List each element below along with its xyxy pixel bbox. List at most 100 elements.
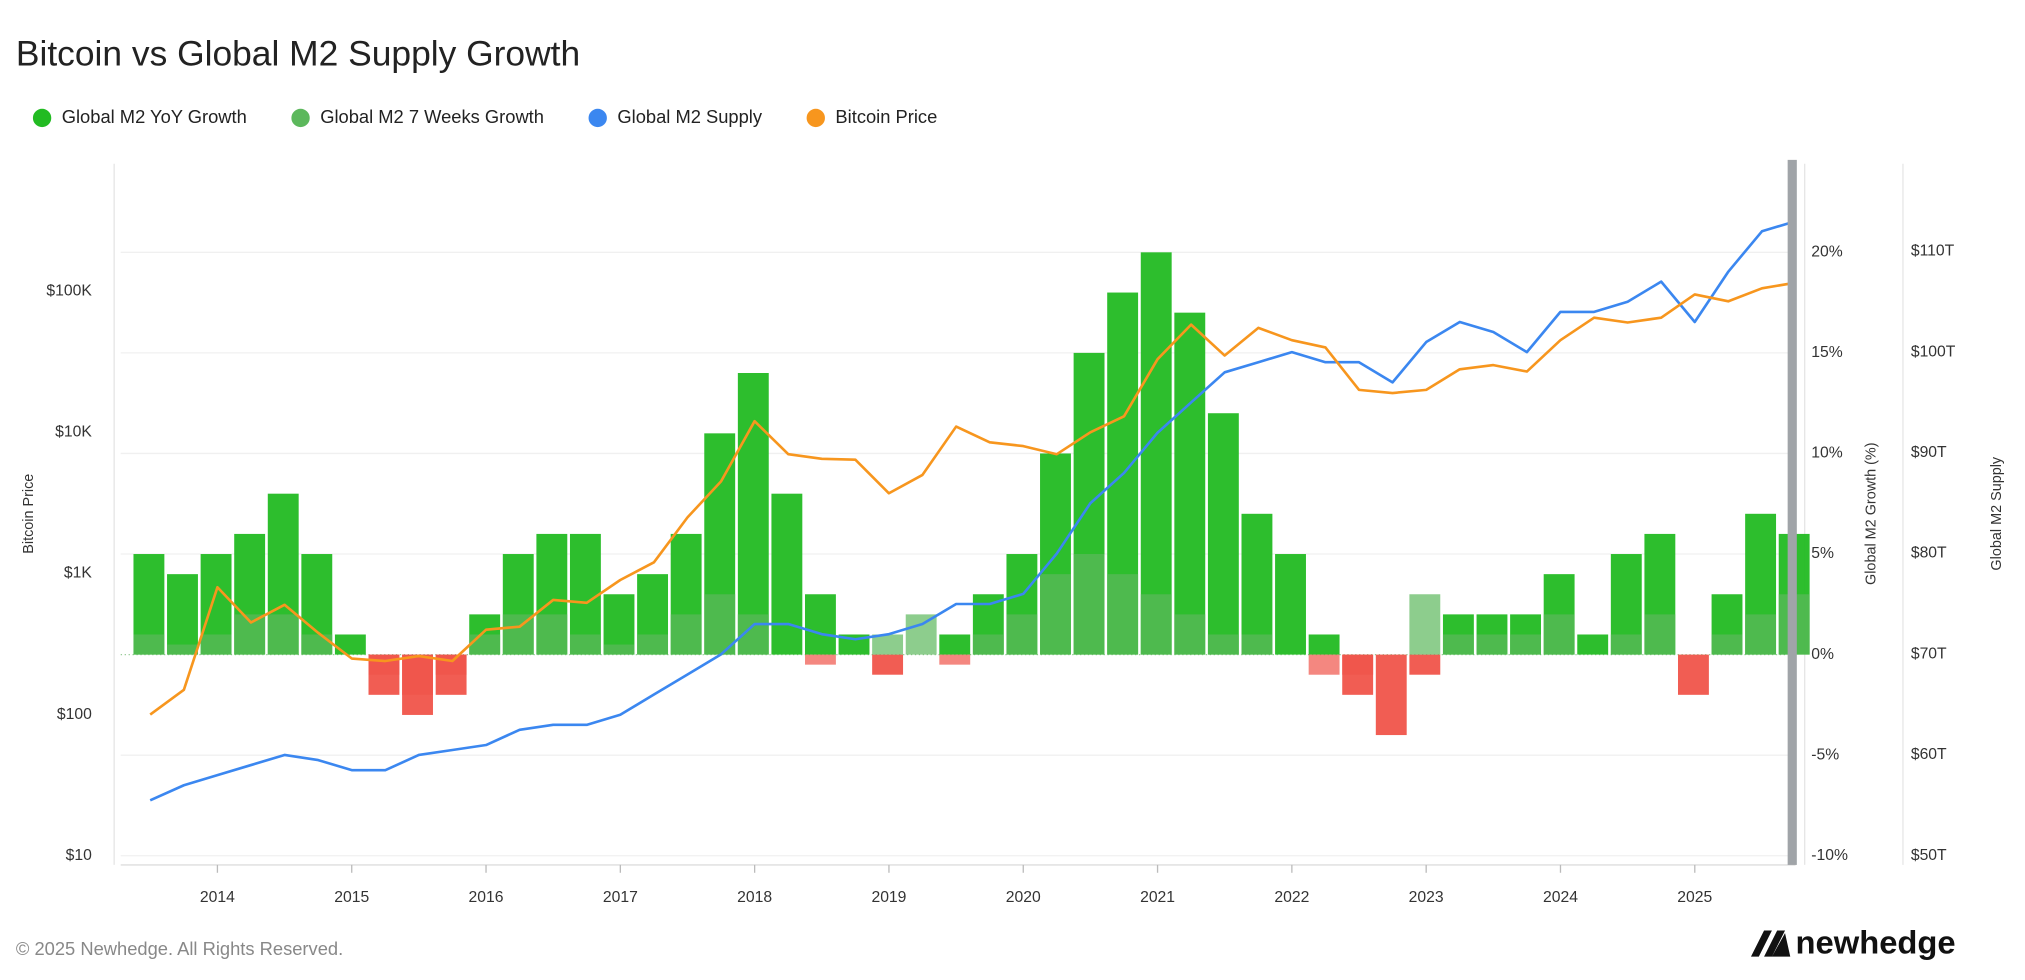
legend-marker[interactable]	[32, 108, 52, 128]
growth-bar	[905, 614, 937, 655]
legend: Global M2 YoY Growth Global M2 7 Weeks Gr…	[32, 106, 937, 128]
legend-label[interactable]: Bitcoin Price	[835, 106, 937, 127]
growth-bar	[536, 614, 568, 655]
x-tick-label: 2017	[603, 889, 638, 906]
y-tick-label: $10K	[55, 424, 92, 441]
x-tick-label: 2020	[1006, 889, 1041, 906]
growth-bar	[1207, 634, 1239, 655]
growth-bar	[200, 634, 232, 655]
growth-bar	[1241, 513, 1273, 655]
growth-bar	[368, 654, 400, 675]
y-tick-label: $10	[66, 847, 92, 864]
y-axis-title: Bitcoin Price	[21, 474, 37, 554]
legend-label[interactable]: Global M2 Supply	[617, 106, 763, 127]
navigator-handle[interactable]	[1787, 159, 1797, 865]
growth-bar	[1006, 614, 1038, 655]
growth-bar	[334, 634, 366, 655]
growth-bar	[1174, 614, 1206, 655]
legend-label[interactable]: Global M2 YoY Growth	[62, 106, 247, 127]
legend-marker[interactable]	[291, 108, 310, 128]
growth-bar	[1409, 654, 1441, 675]
growth-bar	[167, 574, 198, 655]
x-tick-label: 2019	[871, 889, 906, 906]
x-tick-label: 2025	[1677, 889, 1712, 906]
growth-bar	[1711, 634, 1743, 655]
growth-bar	[1140, 594, 1172, 655]
growth-bar	[1342, 654, 1374, 675]
growth-bar	[1308, 634, 1340, 655]
legend-marker[interactable]	[806, 108, 825, 128]
growth-bar	[872, 654, 904, 675]
growth-bar	[637, 634, 669, 655]
y2-tick-label: -10%	[1811, 847, 1848, 864]
chart-title: Bitcoin vs Global M2 Supply Growth	[16, 35, 580, 74]
y3-tick-label: $90T	[1911, 444, 1947, 461]
growth-bar	[1140, 252, 1172, 655]
y2-tick-label: 5%	[1811, 545, 1834, 562]
brand-logo	[1750, 930, 1791, 957]
growth-bar	[1073, 554, 1105, 655]
growth-bar	[1677, 654, 1709, 695]
footer: © 2025 Newhedge. All Rights Reserved.	[16, 938, 343, 959]
y3-axis-title: Global M2 Supply	[1989, 456, 2005, 571]
growth-bar	[603, 644, 635, 655]
y3-tick-label: $80T	[1911, 545, 1947, 562]
growth-bar	[939, 654, 971, 665]
growth-bar	[1577, 634, 1609, 655]
x-tick-label: 2021	[1140, 889, 1175, 906]
growth-bar	[301, 634, 333, 655]
series-line	[149, 281, 1796, 716]
growth-bar	[737, 373, 769, 655]
growth-bar	[267, 614, 299, 655]
x-tick-label: 2024	[1543, 889, 1578, 906]
growth-bar	[670, 614, 702, 655]
x-tick-label: 2023	[1409, 889, 1444, 906]
series-line	[149, 219, 1796, 802]
growth-bar	[569, 634, 601, 655]
growth-bar	[133, 634, 165, 655]
growth-bar	[1207, 413, 1239, 655]
growth-bar	[1174, 312, 1206, 655]
axes: $10 $100 $1K $10K $100K -10% -5% 0% 5% 10% 15% 20% $…	[46, 243, 1955, 906]
bars	[133, 252, 1810, 736]
y2-tick-label: -5%	[1811, 746, 1839, 763]
y2-tick-label: 0%	[1811, 646, 1834, 663]
growth-bar	[1543, 614, 1575, 655]
growth-bar	[805, 654, 836, 665]
growth-bar	[1409, 594, 1441, 655]
x-tick-label: 2018	[737, 889, 772, 906]
growth-bar	[1241, 634, 1273, 655]
growth-bar	[1644, 614, 1676, 655]
x-tick-label: 2015	[334, 889, 369, 906]
lines	[149, 219, 1796, 802]
y-tick-label: $1K	[64, 565, 92, 582]
growth-bar	[771, 493, 803, 655]
y3-tick-label: $110T	[1911, 243, 1955, 260]
growth-bar	[939, 634, 971, 655]
y2-tick-label: 20%	[1811, 243, 1842, 260]
y3-tick-label: $50T	[1911, 847, 1947, 864]
legend-marker[interactable]	[588, 108, 607, 128]
x-tick-label: 2022	[1274, 889, 1309, 906]
y2-tick-label: 10%	[1811, 445, 1842, 462]
growth-bar	[1275, 554, 1306, 655]
x-tick-label: 2016	[469, 889, 504, 906]
growth-bar	[805, 594, 836, 655]
growth-bar	[1308, 654, 1340, 675]
growth-bar	[469, 634, 501, 655]
x-tick-label: 2014	[200, 889, 235, 906]
legend-label[interactable]: Global M2 7 Weeks Growth	[320, 106, 544, 127]
growth-bar	[435, 654, 467, 675]
y3-tick-label: $100T	[1911, 343, 1956, 360]
grid	[120, 251, 1796, 857]
y-tick-label: $100	[57, 706, 92, 723]
y-tick-label: $100K	[46, 282, 92, 299]
growth-bar	[972, 634, 1004, 655]
growth-bar	[1610, 634, 1642, 655]
brand: newhedge	[1796, 924, 1956, 961]
y2-axis-title: Global M2 Growth (%)	[1863, 442, 1879, 585]
y3-tick-label: $60T	[1911, 746, 1947, 763]
growth-bar	[1040, 574, 1071, 655]
growth-bar	[167, 644, 198, 655]
